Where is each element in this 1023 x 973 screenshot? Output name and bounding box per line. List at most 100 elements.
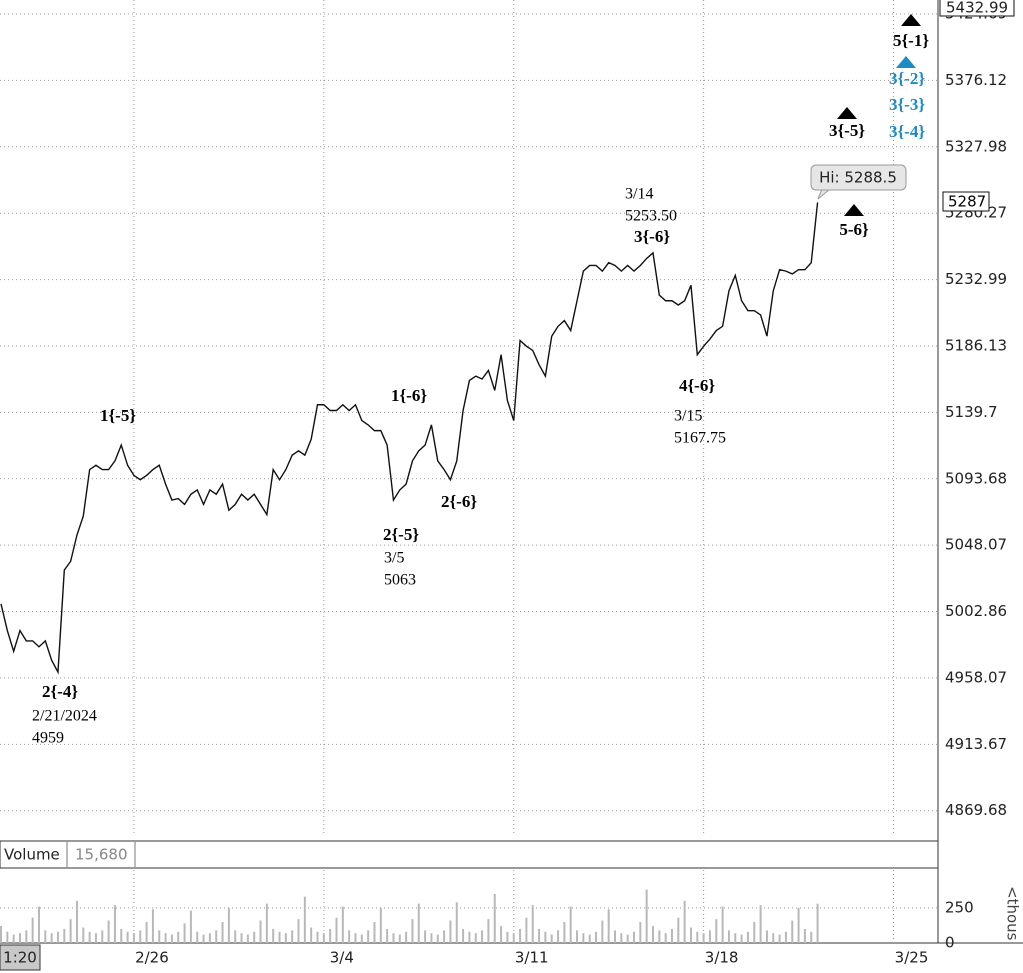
volume-bar [202,934,205,943]
volume-bar [417,903,420,943]
volume-bar [481,930,484,943]
wave-label: 5063 [384,572,416,589]
volume-bar [183,923,186,943]
volume-value: 15,680 [75,846,128,864]
volume-bar [512,933,515,943]
volume-bar [525,917,528,943]
volume-bar [12,934,15,943]
volume-bar [373,921,376,943]
volume-bar [443,930,446,943]
wave-label: 4959 [32,730,64,747]
volume-bar [658,930,661,943]
y-tick-label: 5327.98 [945,137,1007,155]
volume-bar [601,920,604,943]
volume-bar [158,930,161,943]
volume-bar [474,933,477,943]
volume-bar [0,926,2,943]
x-tick-label: 3/4 [330,949,354,967]
wave-label: 3/15 [674,408,702,425]
volume-bar [139,930,142,943]
volume-bar [284,933,287,943]
volume-bar [44,930,47,943]
volume-bar [221,921,224,943]
volume-bar [487,919,490,943]
volume-bar [620,933,623,943]
volume-bar [341,906,344,943]
y-tick-label: 5093.68 [945,469,1007,487]
wave-label: 3/14 [625,186,653,203]
volume-bar [531,905,534,943]
price-line [0,202,819,675]
volume-bar [810,931,813,943]
volume-bar [645,889,648,943]
volume-bar [37,906,40,943]
volume-bar [18,933,21,943]
y-tick-label: 4958.07 [945,668,1007,686]
volume-bar [303,896,306,943]
wave-label: 2{-4} [42,682,78,701]
volume-bar [56,931,59,943]
volume-bar [689,927,692,943]
volume-bar [588,934,591,943]
volume-bar [227,907,230,943]
volume-bar [791,920,794,943]
volume-bar [259,920,262,943]
volume-header [0,840,939,869]
volume-bar [113,905,116,943]
volume-bar [335,917,338,943]
top-price-box [939,0,1015,17]
wave-marker [896,56,916,68]
volume-bar [670,928,673,943]
wave-label: 1{-5} [100,406,136,425]
wave-label: 5-6} [839,220,869,239]
wave-label: 3/5 [384,550,404,567]
volume-bar [240,933,243,943]
volume-bar [519,928,522,943]
volume-bar [164,933,167,943]
wave-marker [844,204,864,216]
y-tick-label: 5376.12 [945,71,1007,89]
volume-bar [607,909,610,943]
volume-bar [405,931,408,943]
timeframe-box[interactable] [0,944,41,971]
volume-bar [50,933,53,943]
y-tick-label: 5186.13 [945,336,1007,354]
volume-bar [462,928,465,943]
wave-label: 5167.75 [674,430,726,447]
volume-bar [392,933,395,943]
volume-bar [424,930,427,943]
volume-bar [778,934,781,943]
wave-label: 5{-1} [893,31,929,50]
volume-bar [538,928,541,943]
volume-bar [329,928,332,943]
volume-bar [430,933,433,943]
volume-bar [708,930,711,943]
top-price: 5432.99 [946,0,1008,17]
volume-bar [360,934,363,943]
volume-bar [69,919,72,943]
volume-bar [595,931,598,943]
volume-bar [398,934,401,943]
volume-bar [107,920,110,943]
volume-bar [721,906,724,943]
volume-bar [234,930,237,943]
volume-bar [310,927,313,943]
wave-label: 4{-6} [679,376,715,395]
volume-bar [797,907,800,943]
volume-bar [569,906,572,943]
timeframe[interactable]: 1:20 [3,949,37,967]
volume-bar [75,900,78,943]
volume-bar [784,931,787,943]
wave-label: 3{-5} [829,121,865,140]
volume-bar [702,933,705,943]
volume-title: Volume [4,846,60,864]
wave-label: 3{-4} [889,122,925,141]
volume-bar [582,933,585,943]
volume-bar [6,931,9,943]
y-tick-label: 5002.86 [945,602,1007,620]
y-tick-label: 5048.07 [945,536,1007,554]
x-tick-label: 3/25 [895,949,929,967]
volume-bar [126,931,129,943]
